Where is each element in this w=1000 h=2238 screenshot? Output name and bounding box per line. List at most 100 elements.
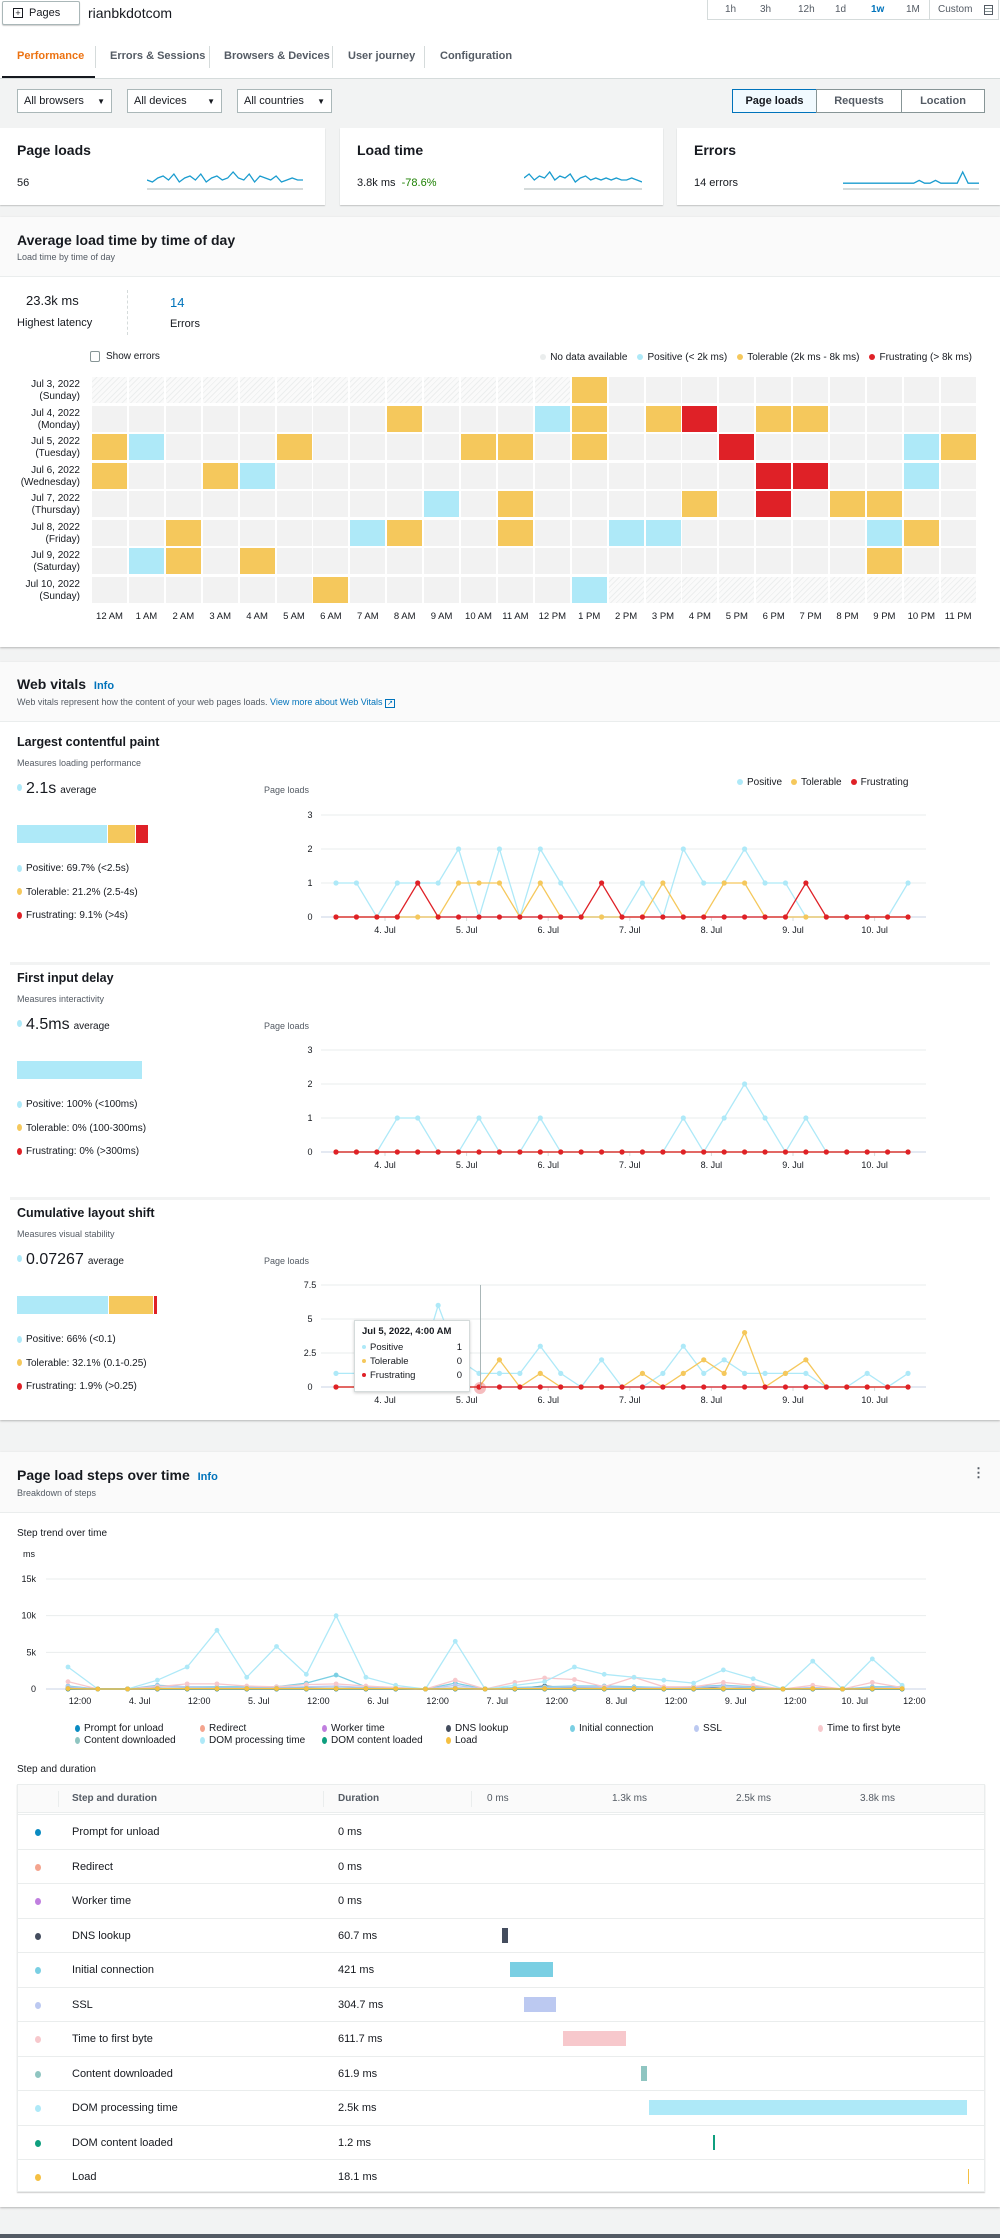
- data-point-frustrating[interactable]: [598, 1149, 605, 1155]
- data-point-frustrating[interactable]: [558, 1384, 564, 1390]
- data-point-dom-processing-time[interactable]: [691, 1680, 696, 1686]
- data-point-dom-processing-time[interactable]: [303, 1671, 309, 1677]
- data-point-positive[interactable]: [680, 1115, 686, 1121]
- data-point-load[interactable]: [244, 1686, 250, 1692]
- data-point-load[interactable]: [393, 1686, 399, 1692]
- data-point-tolerable[interactable]: [415, 914, 421, 920]
- data-point-dom-processing-time[interactable]: [154, 1677, 160, 1683]
- data-point-dom-processing-time[interactable]: [810, 1658, 816, 1664]
- data-point-load[interactable]: [840, 1686, 845, 1692]
- data-point-positive[interactable]: [762, 1115, 768, 1121]
- data-point-dom-processing-time[interactable]: [661, 1677, 667, 1683]
- data-point-time-to-first-byte[interactable]: [214, 1681, 220, 1687]
- tab-browsers-devices[interactable]: Browsers & Devices: [224, 50, 330, 62]
- country-filter[interactable]: All countries ▼: [237, 89, 332, 113]
- time-range-1M[interactable]: 1M: [906, 4, 920, 15]
- data-point-frustrating[interactable]: [517, 914, 523, 920]
- data-point-frustrating[interactable]: [353, 914, 360, 920]
- heatmap-cell[interactable]: [387, 405, 423, 432]
- legend-tolerable[interactable]: Tolerable: [791, 777, 842, 788]
- data-point-positive[interactable]: [435, 880, 441, 886]
- data-point-load[interactable]: [869, 1686, 875, 1692]
- data-point-dom-processing-time[interactable]: [512, 1682, 518, 1688]
- data-point-positive[interactable]: [476, 1115, 482, 1121]
- data-point-load[interactable]: [125, 1686, 130, 1692]
- data-point-tolerable[interactable]: [598, 914, 605, 920]
- data-point-load[interactable]: [363, 1686, 369, 1692]
- heatmap-cell[interactable]: [756, 462, 792, 489]
- data-point-dom-processing-time[interactable]: [333, 1613, 339, 1619]
- data-point-time-to-first-byte[interactable]: [303, 1682, 309, 1687]
- data-point-time-to-first-byte[interactable]: [184, 1681, 190, 1687]
- data-point-frustrating[interactable]: [455, 1149, 462, 1155]
- data-point-frustrating[interactable]: [762, 1384, 768, 1390]
- heatmap-cell[interactable]: [866, 548, 902, 574]
- data-point-frustrating[interactable]: [578, 1149, 584, 1155]
- data-point-load[interactable]: [542, 1686, 548, 1692]
- data-point-frustrating[interactable]: [742, 914, 748, 920]
- data-point-frustrating[interactable]: [435, 914, 441, 920]
- data-point-positive[interactable]: [496, 1370, 503, 1376]
- data-point-frustrating[interactable]: [619, 914, 625, 920]
- heatmap-cell[interactable]: [128, 548, 164, 574]
- data-point-frustrating[interactable]: [558, 1149, 564, 1155]
- data-point-dom-processing-time[interactable]: [244, 1674, 250, 1680]
- tab-errors-sessions[interactable]: Errors & Sessions: [110, 50, 206, 62]
- data-point-load[interactable]: [631, 1686, 637, 1692]
- data-point-frustrating[interactable]: [598, 1384, 605, 1390]
- data-point-load[interactable]: [572, 1686, 577, 1692]
- data-point-time-to-first-byte[interactable]: [333, 1681, 339, 1687]
- data-point-frustrating[interactable]: [435, 1149, 441, 1155]
- data-point-load[interactable]: [720, 1686, 726, 1692]
- heatmap-cell[interactable]: [571, 405, 607, 432]
- legend-item[interactable]: DNS lookup: [446, 1723, 508, 1734]
- data-point-tolerable[interactable]: [803, 914, 809, 920]
- data-point-positive[interactable]: [782, 880, 789, 886]
- heatmap-cell[interactable]: [903, 434, 939, 460]
- data-point-tolerable[interactable]: [496, 880, 503, 886]
- data-point-frustrating[interactable]: [905, 1149, 911, 1155]
- data-point-load[interactable]: [333, 1686, 339, 1692]
- browser-filter[interactable]: All browsers ▼: [17, 89, 112, 113]
- step-timeline-bar[interactable]: [501, 1927, 509, 1943]
- heatmap-cell[interactable]: [424, 491, 460, 517]
- data-point-positive[interactable]: [537, 1343, 543, 1349]
- heatmap-cell[interactable]: [497, 519, 533, 546]
- data-point-load[interactable]: [899, 1686, 905, 1692]
- data-point-dom-processing-time[interactable]: [393, 1682, 399, 1688]
- view-toggle-location[interactable]: Location: [901, 89, 985, 113]
- data-point-positive[interactable]: [353, 880, 360, 886]
- data-point-tolerable[interactable]: [721, 1370, 727, 1376]
- legend-item[interactable]: Content downloaded: [75, 1735, 176, 1746]
- device-filter[interactable]: All devices ▼: [127, 89, 222, 113]
- tab-performance[interactable]: Performance: [17, 50, 85, 62]
- data-point-positive[interactable]: [537, 1115, 543, 1121]
- data-point-frustrating[interactable]: [578, 1384, 584, 1390]
- data-point-frustrating[interactable]: [353, 1149, 360, 1155]
- data-point-positive[interactable]: [864, 1370, 870, 1376]
- data-point-dom-processing-time[interactable]: [452, 1638, 458, 1644]
- heatmap-cell[interactable]: [682, 491, 718, 517]
- data-point-positive[interactable]: [455, 846, 462, 852]
- heatmap-cell[interactable]: [313, 576, 349, 603]
- data-point-frustrating[interactable]: [558, 914, 564, 920]
- time-range-1h[interactable]: 1h: [725, 4, 737, 15]
- column-header-duration[interactable]: Duration: [338, 1793, 380, 1804]
- data-point-frustrating[interactable]: [415, 1149, 421, 1155]
- data-point-frustrating[interactable]: [762, 914, 768, 920]
- data-point-frustrating[interactable]: [885, 1149, 891, 1155]
- data-point-frustrating[interactable]: [823, 1149, 829, 1155]
- data-point-time-to-first-byte[interactable]: [65, 1679, 71, 1685]
- data-point-positive[interactable]: [905, 1370, 911, 1376]
- data-point-frustrating[interactable]: [680, 1149, 686, 1155]
- errors-count-link[interactable]: 14: [170, 295, 185, 310]
- heatmap-cell[interactable]: [830, 491, 865, 517]
- data-point-load[interactable]: [423, 1686, 428, 1692]
- legend-item[interactable]: DOM processing time: [200, 1735, 305, 1746]
- data-point-frustrating[interactable]: [885, 1384, 891, 1390]
- data-point-tolerable[interactable]: [803, 1357, 809, 1363]
- step-timeline-bar[interactable]: [640, 2065, 648, 2081]
- heatmap-cell[interactable]: [387, 519, 423, 546]
- heatmap-cell[interactable]: [571, 377, 607, 403]
- data-point-tolerable[interactable]: [742, 880, 748, 886]
